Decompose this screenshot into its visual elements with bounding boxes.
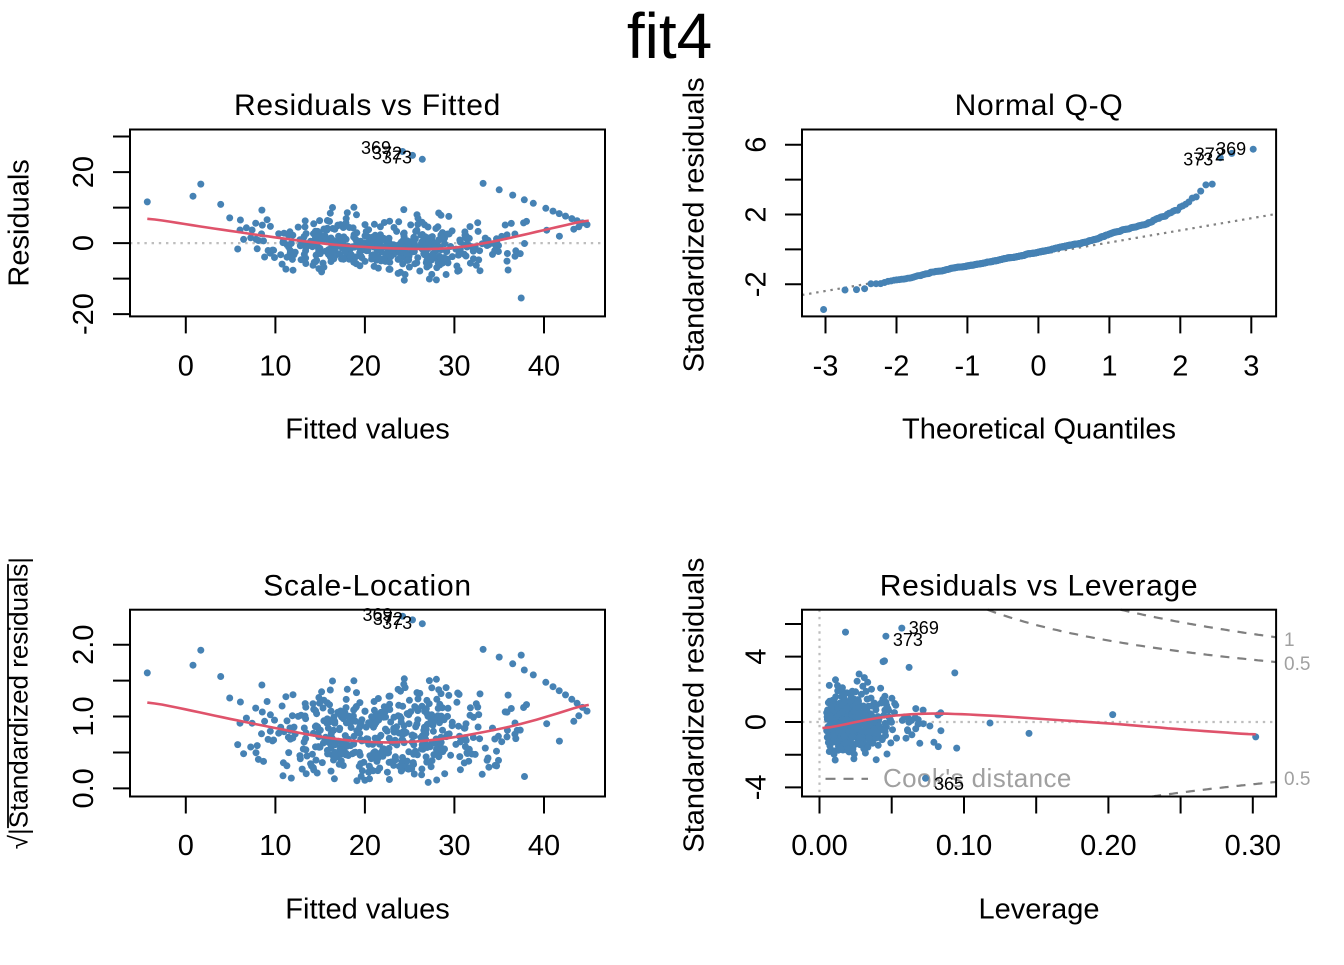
svg-text:0: 0 [178,830,194,862]
svg-text:Leverage: Leverage [979,894,1100,926]
svg-text:373: 373 [382,147,412,167]
svg-text:372: 372 [372,143,402,163]
svg-text:-2: -2 [741,271,773,297]
svg-text:0: 0 [68,235,100,251]
svg-text:0.30: 0.30 [1225,830,1281,862]
svg-text:Theoretical Quantiles: Theoretical Quantiles [902,414,1176,446]
svg-text:369: 369 [909,618,939,638]
svg-text:372: 372 [1195,144,1225,164]
svg-text:-1: -1 [955,350,981,382]
svg-text:Normal Q-Q: Normal Q-Q [955,89,1124,122]
svg-text:Standardized residuals: Standardized residuals [679,77,711,372]
svg-text:2: 2 [741,206,773,222]
svg-text:Standardized residuals: Standardized residuals [679,558,711,853]
svg-text:2: 2 [1172,350,1188,382]
svg-text:Residuals: Residuals [4,159,36,286]
svg-text:3: 3 [1243,350,1259,382]
svg-text:2.0: 2.0 [68,625,100,665]
svg-text:Fitted values: Fitted values [285,414,449,446]
svg-text:0: 0 [178,350,194,382]
svg-text:0.5: 0.5 [1284,654,1310,675]
svg-text:369: 369 [361,138,391,158]
svg-text:373: 373 [893,630,923,650]
svg-text:30: 30 [438,830,470,862]
svg-text:372: 372 [373,609,403,629]
svg-text:20: 20 [349,350,381,382]
svg-text:-20: -20 [68,293,100,335]
svg-text:fit4: fit4 [627,0,712,72]
svg-text:20: 20 [349,830,381,862]
svg-text:40: 40 [528,830,560,862]
svg-text:0.00: 0.00 [791,830,847,862]
svg-text:0: 0 [1030,350,1046,382]
svg-text:10: 10 [259,350,291,382]
svg-text:20: 20 [68,156,100,188]
svg-text:1: 1 [1101,350,1117,382]
svg-text:0.20: 0.20 [1080,830,1136,862]
svg-text:369: 369 [1216,139,1246,159]
svg-text:0.5: 0.5 [1284,769,1310,790]
svg-text:0.10: 0.10 [936,830,992,862]
svg-text:365: 365 [934,774,964,794]
svg-text:373: 373 [1183,150,1213,170]
svg-text:4: 4 [741,649,773,665]
svg-text:40: 40 [528,350,560,382]
svg-text:Scale-Location: Scale-Location [263,570,472,603]
svg-text:Residuals vs Leverage: Residuals vs Leverage [880,570,1199,603]
svg-text:-4: -4 [741,775,773,801]
svg-text:1: 1 [1284,630,1295,651]
svg-text:Residuals vs Fitted: Residuals vs Fitted [234,89,501,122]
svg-text:Fitted values: Fitted values [285,894,449,926]
svg-text:369: 369 [362,605,392,625]
svg-text:373: 373 [382,613,412,633]
svg-text:30: 30 [438,350,470,382]
svg-text:6: 6 [741,137,773,153]
svg-text:-3: -3 [813,350,839,382]
svg-text:0.0: 0.0 [68,768,100,808]
svg-text:-2: -2 [884,350,910,382]
svg-text:Cook's distance: Cook's distance [883,763,1072,793]
svg-text:1.0: 1.0 [68,696,100,736]
svg-text:0: 0 [741,714,773,730]
svg-text:10: 10 [259,830,291,862]
